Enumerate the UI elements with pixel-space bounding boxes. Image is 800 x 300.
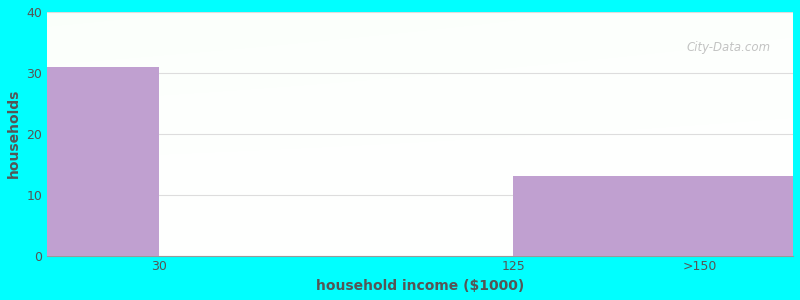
Y-axis label: households: households	[7, 89, 21, 178]
Bar	[514, 176, 793, 256]
Text: City-Data.com: City-Data.com	[686, 41, 770, 54]
Bar	[47, 67, 159, 256]
X-axis label: household income ($1000): household income ($1000)	[316, 279, 524, 293]
